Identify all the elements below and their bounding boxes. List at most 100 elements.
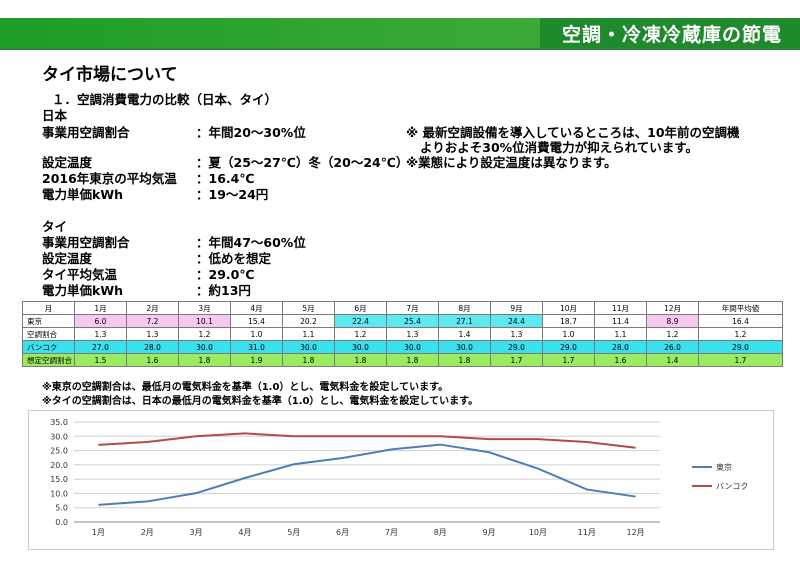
table-cell: 15.4 bbox=[230, 314, 283, 328]
table-row-tokyo-ratio: 空調割合 1.3 1.3 1.2 1.0 1.1 1.2 1.3 1.4 1.3… bbox=[22, 327, 783, 341]
table-header-cell: 3月 bbox=[178, 301, 231, 315]
table-row-bangkok: バンコク 27.0 28.0 30.0 31.0 30.0 30.0 30.0 … bbox=[22, 340, 783, 354]
japan-row-label: 事業用空調割合 bbox=[42, 125, 130, 140]
table-cell: 30.0 bbox=[438, 340, 491, 354]
table-row-bangkok-ratio: 想定空調割合 1.5 1.6 1.8 1.9 1.8 1.8 1.8 1.8 1… bbox=[22, 353, 783, 367]
table-cell: 30.0 bbox=[334, 340, 387, 354]
table-cell: 31.0 bbox=[230, 340, 283, 354]
table-cell: 1.3 bbox=[490, 327, 543, 341]
table-header-cell: 7月 bbox=[386, 301, 439, 315]
series-line-0 bbox=[98, 443, 636, 506]
table-cell: 1.8 bbox=[386, 353, 439, 367]
thai-label: タイ bbox=[42, 219, 68, 234]
table-cell: 26.0 bbox=[646, 340, 699, 354]
section-title: １．空調消費電力の比較（日本、タイ） bbox=[52, 92, 278, 107]
y-tick-label: 0.0 bbox=[55, 518, 68, 527]
legend-label: バンコク bbox=[716, 482, 748, 491]
table-cell: 28.0 bbox=[594, 340, 647, 354]
chart-frame bbox=[28, 410, 774, 550]
y-tick-label: 15.0 bbox=[50, 475, 68, 484]
table-header-cell: 5月 bbox=[282, 301, 335, 315]
header-band: 空調・冷凍冷蔵庫の節電 bbox=[0, 0, 800, 48]
table-cell: 1.7 bbox=[490, 353, 543, 367]
table-header-cell: 月 bbox=[22, 301, 75, 315]
footnote: ※東京の空調割合は、最低月の電気料金を基準（1.0）とし、電気料金を設定していま… bbox=[42, 382, 449, 393]
japan-row-value: ：19～24円 bbox=[196, 187, 269, 202]
thai-row-label: タイ平均気温 bbox=[42, 267, 118, 282]
table-cell: 1.3 bbox=[74, 327, 127, 341]
x-tick-label: 12月 bbox=[626, 528, 644, 537]
thai-row-label: 電力単価kWh bbox=[42, 283, 123, 298]
x-tick-label: 3月 bbox=[190, 528, 203, 537]
table-cell: 8.9 bbox=[646, 314, 699, 328]
table-cell: 1.5 bbox=[74, 353, 127, 367]
x-tick-label: 9月 bbox=[483, 528, 496, 537]
table-cell: 22.4 bbox=[334, 314, 387, 328]
table-header-row: 月 1月 2月 3月 4月 5月 6月 7月 8月 9月 10月 11月 12月… bbox=[22, 301, 783, 315]
x-tick-label: 4月 bbox=[238, 528, 251, 537]
row-label: バンコク bbox=[22, 340, 75, 354]
japan-note-cont: よりおよそ30%位消費電力が抑えられています。 bbox=[420, 140, 699, 155]
x-tick-label: 5月 bbox=[287, 528, 300, 537]
y-tick-label: 35.0 bbox=[50, 418, 68, 427]
table-cell: 1.4 bbox=[646, 353, 699, 367]
temperature-line-chart: 0.0 5.0 10.0 15.0 20.0 25.0 30.0 35.0 1月 2月 3月 4月 5… bbox=[28, 410, 774, 550]
x-tick-label: 6月 bbox=[336, 528, 349, 537]
table-cell: 1.8 bbox=[334, 353, 387, 367]
table-cell: 29.0 bbox=[698, 340, 783, 354]
table-cell: 1.0 bbox=[230, 327, 283, 341]
table-cell: 1.8 bbox=[438, 353, 491, 367]
table-header-cell: 8月 bbox=[438, 301, 491, 315]
table-cell: 1.1 bbox=[594, 327, 647, 341]
table-cell: 24.4 bbox=[490, 314, 543, 328]
table-header-cell: 年間平均値 bbox=[698, 301, 783, 315]
table-cell: 27.0 bbox=[74, 340, 127, 354]
table-header-cell: 10月 bbox=[542, 301, 595, 315]
x-tick-label: 11月 bbox=[578, 528, 596, 537]
table-cell: 29.0 bbox=[490, 340, 543, 354]
thai-row-value: ：低めを想定 bbox=[196, 251, 272, 266]
x-tick-label: 1月 bbox=[92, 528, 105, 537]
table-cell: 6.0 bbox=[74, 314, 127, 328]
table-cell: 1.7 bbox=[542, 353, 595, 367]
table-cell: 25.4 bbox=[386, 314, 439, 328]
table-cell: 1.4 bbox=[438, 327, 491, 341]
series-line-1 bbox=[98, 432, 636, 449]
table-header-cell: 2月 bbox=[126, 301, 179, 315]
table-cell: 1.8 bbox=[178, 353, 231, 367]
table-row-tokyo: 東京 6.0 7.2 10.1 15.4 20.2 22.4 25.4 27.1… bbox=[22, 314, 783, 328]
header-divider bbox=[0, 48, 800, 50]
thai-row-value: ：年間47～60%位 bbox=[196, 235, 306, 250]
row-label: 東京 bbox=[22, 314, 75, 328]
table-cell: 1.8 bbox=[282, 353, 335, 367]
table-cell: 1.0 bbox=[542, 327, 595, 341]
table-cell: 10.1 bbox=[178, 314, 231, 328]
row-label: 想定空調割合 bbox=[22, 353, 75, 367]
japan-row-value: ：夏（25～27℃）冬（20～24℃） bbox=[196, 155, 409, 170]
table-cell: 11.4 bbox=[594, 314, 647, 328]
table-cell: 30.0 bbox=[178, 340, 231, 354]
table-cell: 1.2 bbox=[178, 327, 231, 341]
table-cell: 1.6 bbox=[594, 353, 647, 367]
table-cell: 1.7 bbox=[698, 353, 783, 367]
japan-note: ※ 最新空調設備を導入しているところは、10年前の空調機 bbox=[406, 125, 740, 140]
table-cell: 18.7 bbox=[542, 314, 595, 328]
x-tick-label: 10月 bbox=[529, 528, 547, 537]
table-cell: 29.0 bbox=[542, 340, 595, 354]
table-cell: 1.2 bbox=[334, 327, 387, 341]
table-cell: 20.2 bbox=[282, 314, 335, 328]
table-cell: 30.0 bbox=[386, 340, 439, 354]
table-header-cell: 9月 bbox=[490, 301, 543, 315]
table-header-cell: 4月 bbox=[230, 301, 283, 315]
thai-row-value: ：約13円 bbox=[196, 283, 251, 298]
table-cell: 7.2 bbox=[126, 314, 179, 328]
row-label: 空調割合 bbox=[22, 327, 75, 341]
footnote: ※タイの空調割合は、日本の最低月の電気料金を基準（1.0）とし、電気料金を設定し… bbox=[42, 396, 479, 407]
japan-row-label: 2016年東京の平均気温 bbox=[42, 171, 177, 186]
table-header-cell: 11月 bbox=[594, 301, 647, 315]
table-cell: 1.2 bbox=[646, 327, 699, 341]
japan-row-value: ：年間20～30%位 bbox=[196, 125, 306, 140]
table-header-cell: 12月 bbox=[646, 301, 699, 315]
thai-row-label: 事業用空調割合 bbox=[42, 235, 130, 250]
table-cell: 16.4 bbox=[698, 314, 783, 328]
